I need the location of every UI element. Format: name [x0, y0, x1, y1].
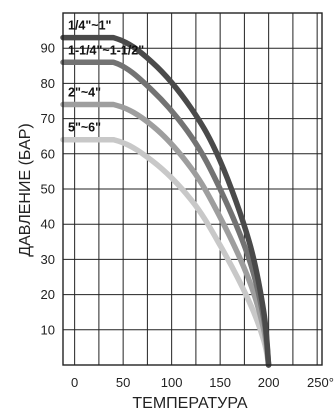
y-tick-label: 90 — [41, 41, 55, 56]
y-tick-label: 10 — [41, 322, 55, 337]
x-tick-label: 200 — [258, 375, 280, 390]
chart-grid — [63, 13, 322, 365]
x-axis-title: ТЕМПЕРАТУРА — [132, 395, 248, 412]
plot-frame — [62, 12, 323, 366]
x-tick-label: 250°C — [307, 375, 334, 390]
plot-frame-layer — [62, 12, 323, 366]
y-tick-label: 50 — [41, 182, 55, 197]
x-tick-label: 0 — [71, 375, 78, 390]
series-label: 2"~4" — [68, 86, 101, 100]
y-axis-title: ДАВЛЕНИЕ (БАР) — [17, 123, 34, 257]
series-label: 1/4"~1" — [68, 19, 112, 33]
y-tick-label: 40 — [41, 217, 55, 232]
series-label: 1-1/4"~1-1/2" — [68, 43, 144, 57]
y-tick-labels: 10 20 30 40 50 60 70 80 90 — [41, 41, 55, 338]
x-tick-label: 150 — [209, 375, 231, 390]
y-tick-label: 60 — [41, 146, 55, 161]
series-label: 5"~6" — [68, 121, 101, 135]
x-tick-label: 100 — [161, 375, 183, 390]
y-tick-label: 30 — [41, 252, 55, 267]
y-tick-label: 70 — [41, 111, 55, 126]
x-tick-labels: 0 50 100 150 200 250°C — [71, 375, 334, 390]
series-layer — [60, 34, 272, 368]
x-tick-label: 50 — [116, 375, 130, 390]
y-tick-label: 20 — [41, 287, 55, 302]
series-line — [60, 34, 272, 368]
y-tick-label: 80 — [41, 76, 55, 91]
series-labels: 1/4"~1" 1-1/4"~1-1/2" 2"~4" 5"~6" — [68, 19, 144, 135]
